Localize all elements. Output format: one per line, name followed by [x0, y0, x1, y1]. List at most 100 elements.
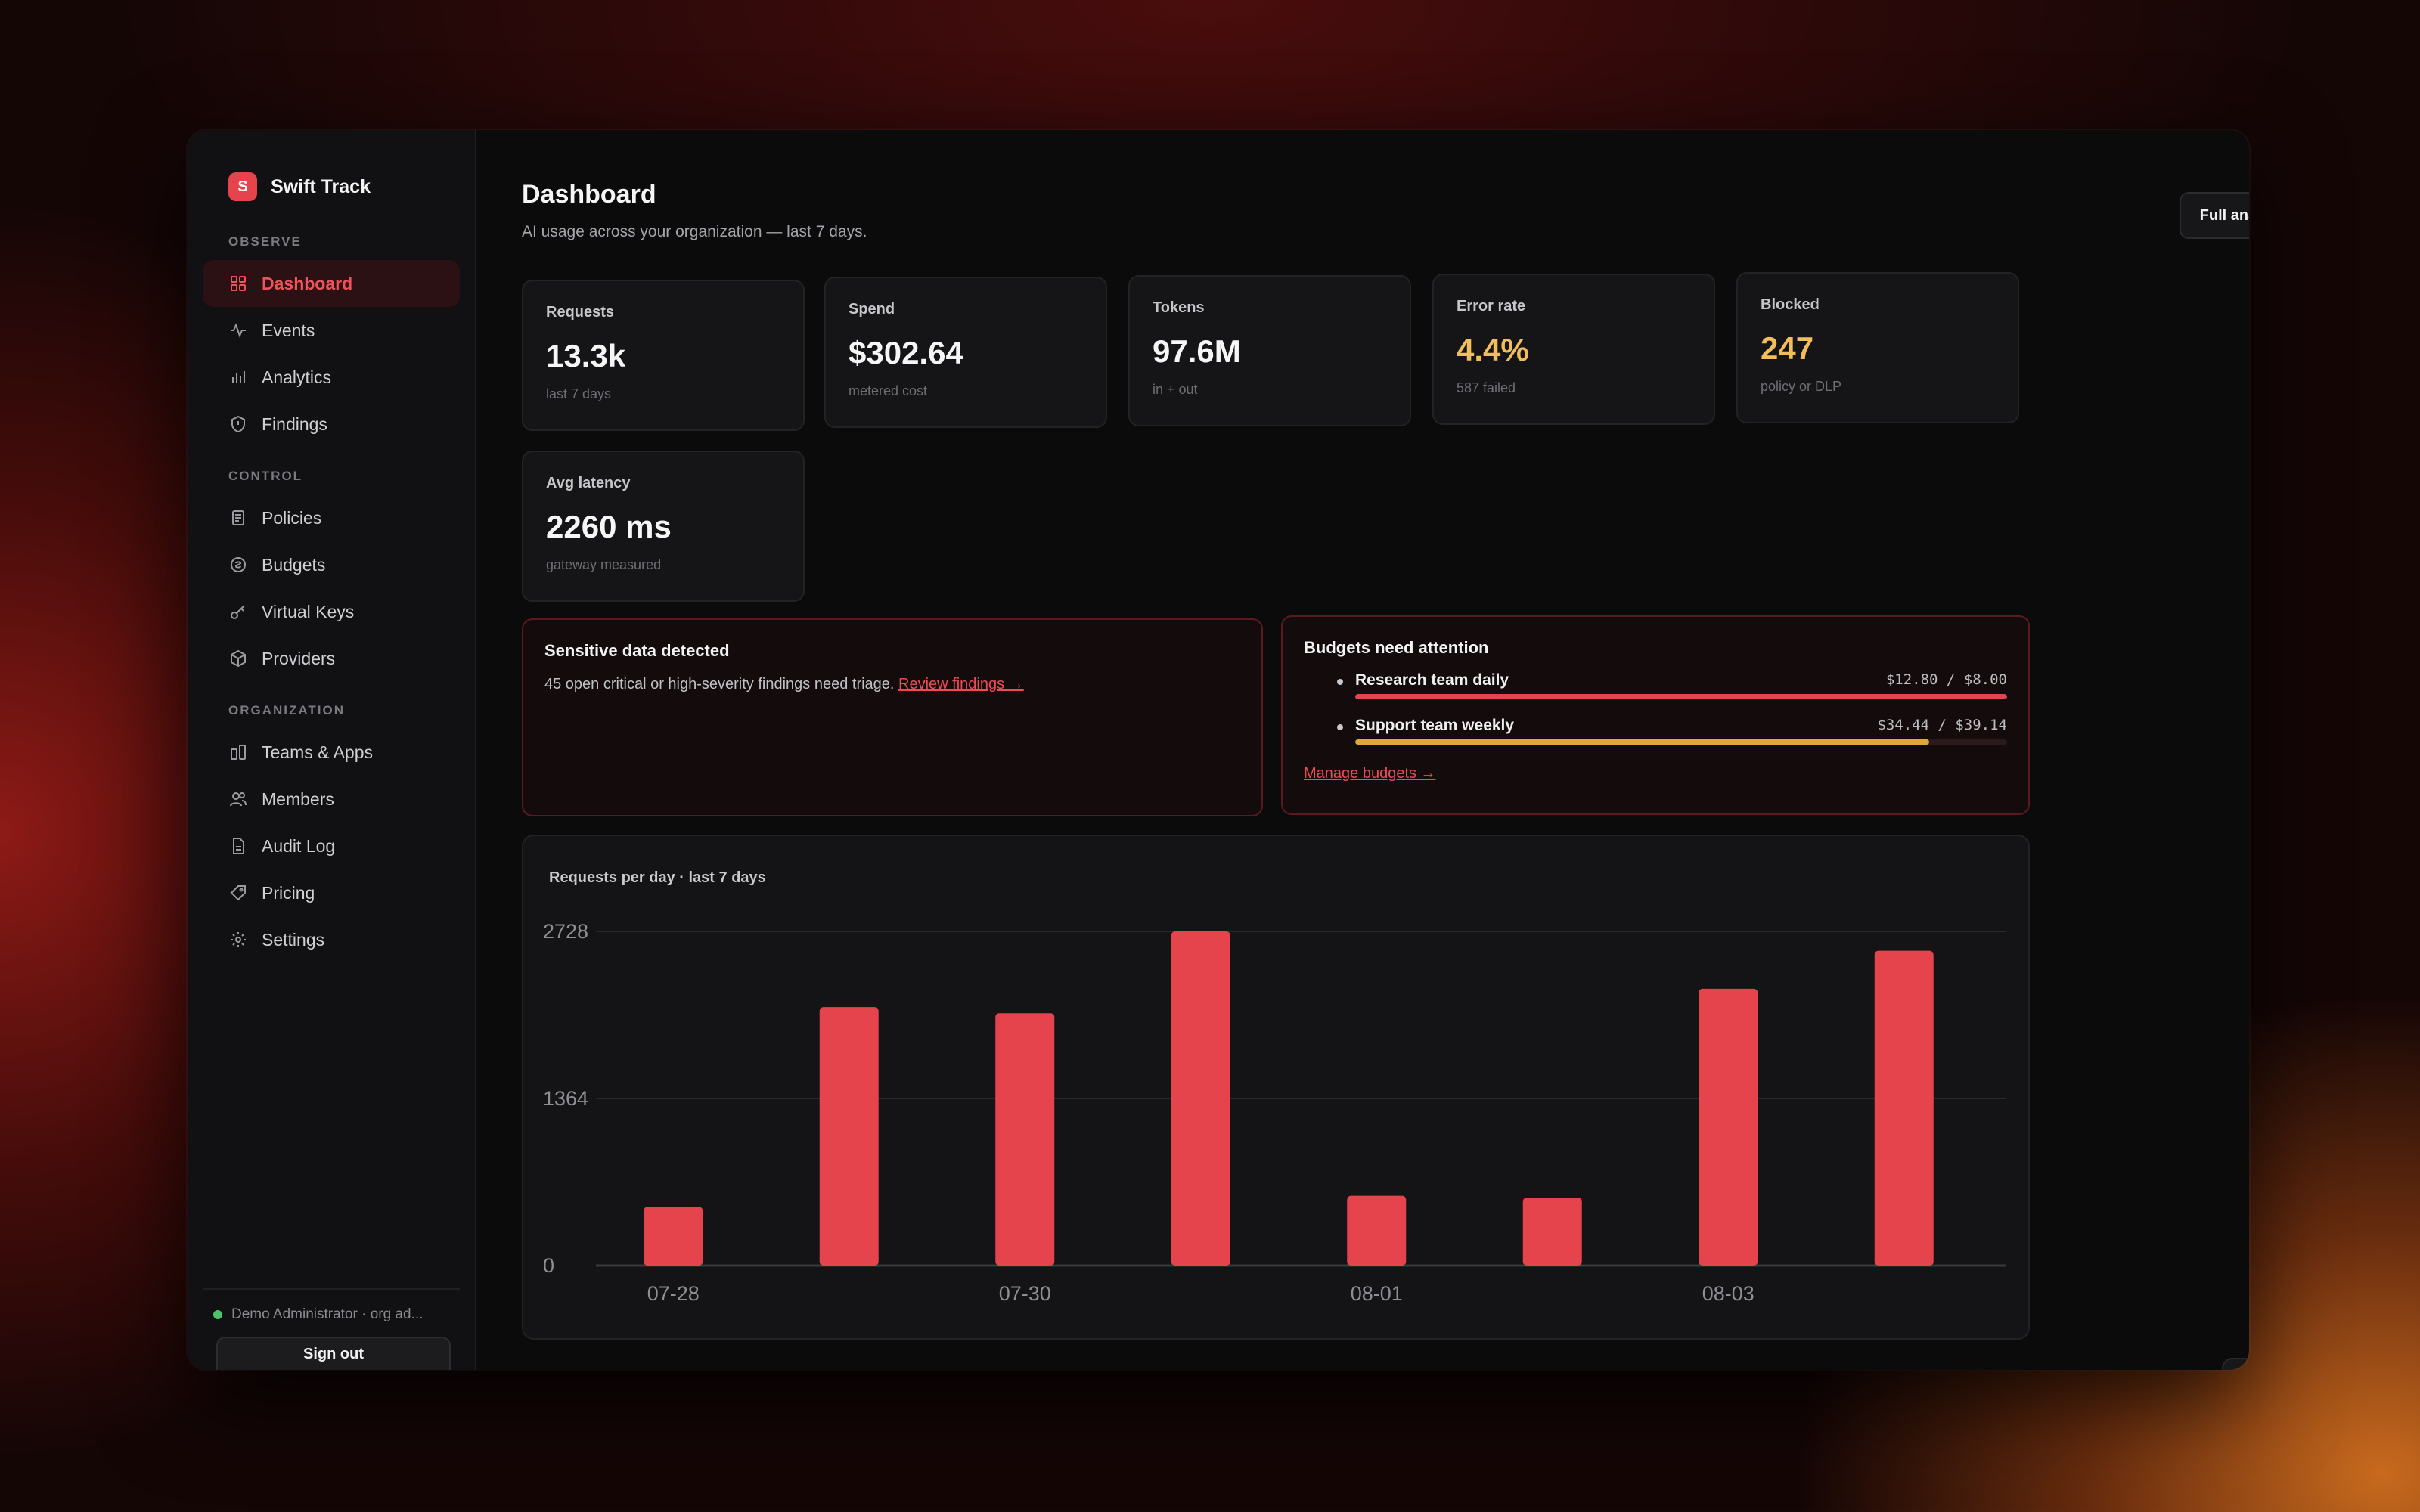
sidebar-item-label: Audit Log	[262, 835, 336, 856]
brand-logo: S	[228, 172, 257, 201]
sensitive-data-alert: Sensitive data detected 45 open critical…	[522, 618, 1263, 816]
sidebar-item-virtual-keys[interactable]: Virtual Keys	[203, 588, 460, 635]
stat-caption: in + out	[1153, 382, 1198, 397]
bar-08-01	[1347, 1195, 1407, 1266]
sidebar-nav: OBSERVE Dashboard Events Analytics Findings C…	[203, 234, 460, 963]
sidebar-item-analytics[interactable]: Analytics	[203, 354, 460, 401]
budgets-alert: Budgets need attention Research team dai…	[1281, 615, 2030, 815]
bar-07-29	[819, 1007, 879, 1266]
stat-label: Requests	[546, 304, 615, 321]
manage-budgets-link[interactable]: Manage budgets →	[1304, 765, 1436, 782]
sidebar-item-label: Providers	[262, 648, 336, 668]
requests-chart-card: Requests per day · last 7 days 0 1364 2728…	[522, 835, 2030, 1340]
stat-card-tokens: Tokens 97.6M in + out	[1128, 275, 1411, 426]
key-icon	[228, 602, 248, 621]
y-tick-label: 0	[543, 1254, 554, 1277]
columns-icon	[228, 742, 248, 762]
main-content: Dashboard AI usage across your organizat…	[476, 130, 2249, 1370]
review-findings-link[interactable]: Review findings →	[898, 676, 1024, 692]
sign-out-button[interactable]: Sign out	[216, 1337, 451, 1370]
requests-bar-chart: 0 1364 2728 07-28 07-30 08-01 08-03	[543, 920, 2006, 1305]
stat-caption: gateway measured	[546, 557, 662, 572]
y-tick-label: 1364	[543, 1087, 588, 1110]
gear-icon	[228, 930, 248, 950]
stat-card-avg-latency: Avg latency 2260 ms gateway measured	[522, 451, 805, 602]
sidebar-item-label: Teams & Apps	[262, 742, 374, 762]
stat-caption: metered cost	[849, 383, 928, 398]
online-status-icon	[213, 1310, 222, 1319]
sidebar-item-dashboard[interactable]: Dashboard	[203, 260, 460, 307]
budget-item-support-team-weekly: Support team weekly $34.44 / $39.14	[1337, 717, 2007, 748]
user-label: Demo Administrator · org ad...	[231, 1306, 424, 1322]
budget-amount: $34.44 / $39.14	[1877, 717, 2007, 733]
sidebar-item-label: Policies	[262, 507, 322, 528]
sidebar-item-budgets[interactable]: Budgets	[203, 541, 460, 588]
stat-caption: 587 failed	[1457, 380, 1516, 395]
stat-label: Tokens	[1153, 299, 1205, 316]
activity-icon	[228, 321, 248, 340]
sidebar-item-teams-and-apps[interactable]: Teams & Apps	[203, 729, 460, 776]
sidebar-footer: Demo Administrator · org ad... Sign out	[203, 1288, 460, 1370]
stat-caption: last 7 days	[546, 386, 612, 401]
document-icon	[228, 508, 248, 528]
stat-value: 2260 ms	[546, 509, 672, 544]
section-label-observe: OBSERVE	[228, 234, 302, 249]
brand[interactable]: S Swift Track	[203, 157, 460, 216]
stat-label: Error rate	[1457, 298, 1526, 314]
sidebar-item-pricing[interactable]: Pricing	[203, 869, 460, 916]
sidebar-item-label: Virtual Keys	[262, 601, 355, 621]
x-tick-label: 08-03	[1702, 1282, 1754, 1305]
bar-08-02	[1522, 1198, 1582, 1266]
bar-07-31	[1171, 931, 1230, 1266]
budget-progress-fill	[1355, 739, 1929, 745]
stat-value: 4.4%	[1457, 332, 1529, 367]
stat-label: Spend	[849, 301, 895, 318]
stat-card-spend: Spend $302.64 metered cost	[824, 277, 1107, 428]
budgets-title: Budgets need attention	[1304, 638, 1489, 657]
sidebar-item-providers[interactable]: Providers	[203, 635, 460, 682]
sidebar-item-members[interactable]: Members	[203, 776, 460, 823]
budget-list: Research team daily $12.80 / $8.00 Support…	[1304, 671, 2007, 748]
stat-label: Avg latency	[546, 475, 631, 491]
sensitive-title: Sensitive data detected	[544, 641, 730, 660]
bar-07-28	[644, 1207, 703, 1266]
users-icon	[228, 789, 248, 809]
bar-08-04	[1874, 950, 1934, 1266]
sidebar-item-policies[interactable]: Policies	[203, 494, 460, 541]
sidebar-item-label: Findings	[262, 414, 327, 434]
budget-progress-fill	[1355, 694, 2007, 699]
app-window: S Swift Track OBSERVE Dashboard Events Anal…	[188, 130, 2249, 1370]
sensitive-text: 45 open critical or high-severity findin…	[544, 676, 1240, 693]
sidebar-item-label: Events	[262, 320, 315, 340]
sidebar-item-audit-log[interactable]: Audit Log	[203, 823, 460, 869]
sidebar-item-label: Settings	[262, 929, 325, 950]
stat-caption: policy or DLP	[1761, 379, 1842, 394]
scroll-handle[interactable]	[2222, 1358, 2249, 1370]
shield-icon	[228, 414, 248, 434]
sidebar-item-settings[interactable]: Settings	[203, 916, 460, 963]
stat-value: 97.6M	[1153, 333, 1241, 369]
tag-icon	[228, 883, 248, 903]
stat-card-error-rate: Error rate 4.4% 587 failed	[1432, 274, 1715, 425]
y-tick-label: 2728	[543, 920, 588, 943]
stat-card-requests: Requests 13.3k last 7 days	[522, 280, 805, 431]
sensitive-message: 45 open critical or high-severity findin…	[544, 676, 895, 692]
stat-value: 13.3k	[546, 338, 626, 373]
sidebar-item-findings[interactable]: Findings	[203, 401, 460, 448]
stat-value: 247	[1761, 330, 1814, 366]
coin-icon	[228, 555, 248, 575]
full-analytics-button[interactable]: Full analytics	[2180, 192, 2249, 239]
section-label-control: CONTROL	[228, 469, 303, 483]
brand-name: Swift Track	[271, 175, 371, 197]
sidebar-item-label: Pricing	[262, 882, 315, 903]
grid-icon	[228, 274, 248, 293]
bar-chart-icon	[228, 367, 248, 387]
x-tick-label: 08-01	[1351, 1282, 1403, 1305]
budget-item-research-team-daily: Research team daily $12.80 / $8.00	[1337, 671, 2007, 703]
x-tick-label: 07-30	[999, 1282, 1051, 1305]
sidebar-item-events[interactable]: Events	[203, 307, 460, 354]
budget-name: Research team daily	[1355, 671, 1509, 689]
bar-07-30	[995, 1013, 1055, 1266]
section-label-organization: ORGANIZATION	[228, 703, 346, 717]
budget-name: Support team weekly	[1355, 717, 1515, 734]
